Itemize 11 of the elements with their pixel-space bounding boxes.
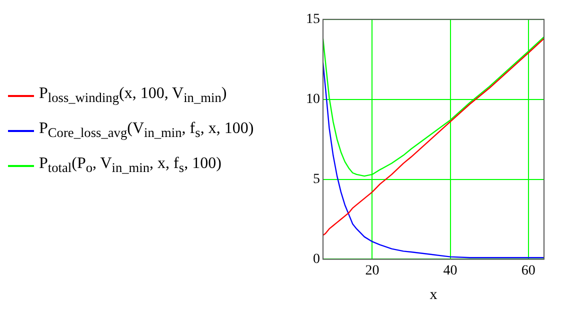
y-tick-label: 10 (306, 92, 320, 108)
x-tick-label: 20 (365, 263, 380, 278)
y-tick-label: 15 (306, 12, 320, 28)
x-tick-label: 60 (521, 263, 536, 278)
x-axis-title: x (430, 286, 438, 303)
y-tick-label: 5 (313, 172, 320, 187)
legend-label: P$_{loss_winding}$(x, 100, V$_{in_min}$) (39, 85, 227, 106)
text: P$_{total}$(P$_{o}$, V$_{in_min}$, x, f$_{s}$, 100) (39, 155, 222, 176)
y-tick-label: 0 (313, 252, 320, 267)
legend-label: P$_{Core_loss_avg}$(V$_{in_min}$, f$_{s}$, x, 100) (39, 120, 254, 140)
x-tick-label: 40 (443, 263, 458, 278)
